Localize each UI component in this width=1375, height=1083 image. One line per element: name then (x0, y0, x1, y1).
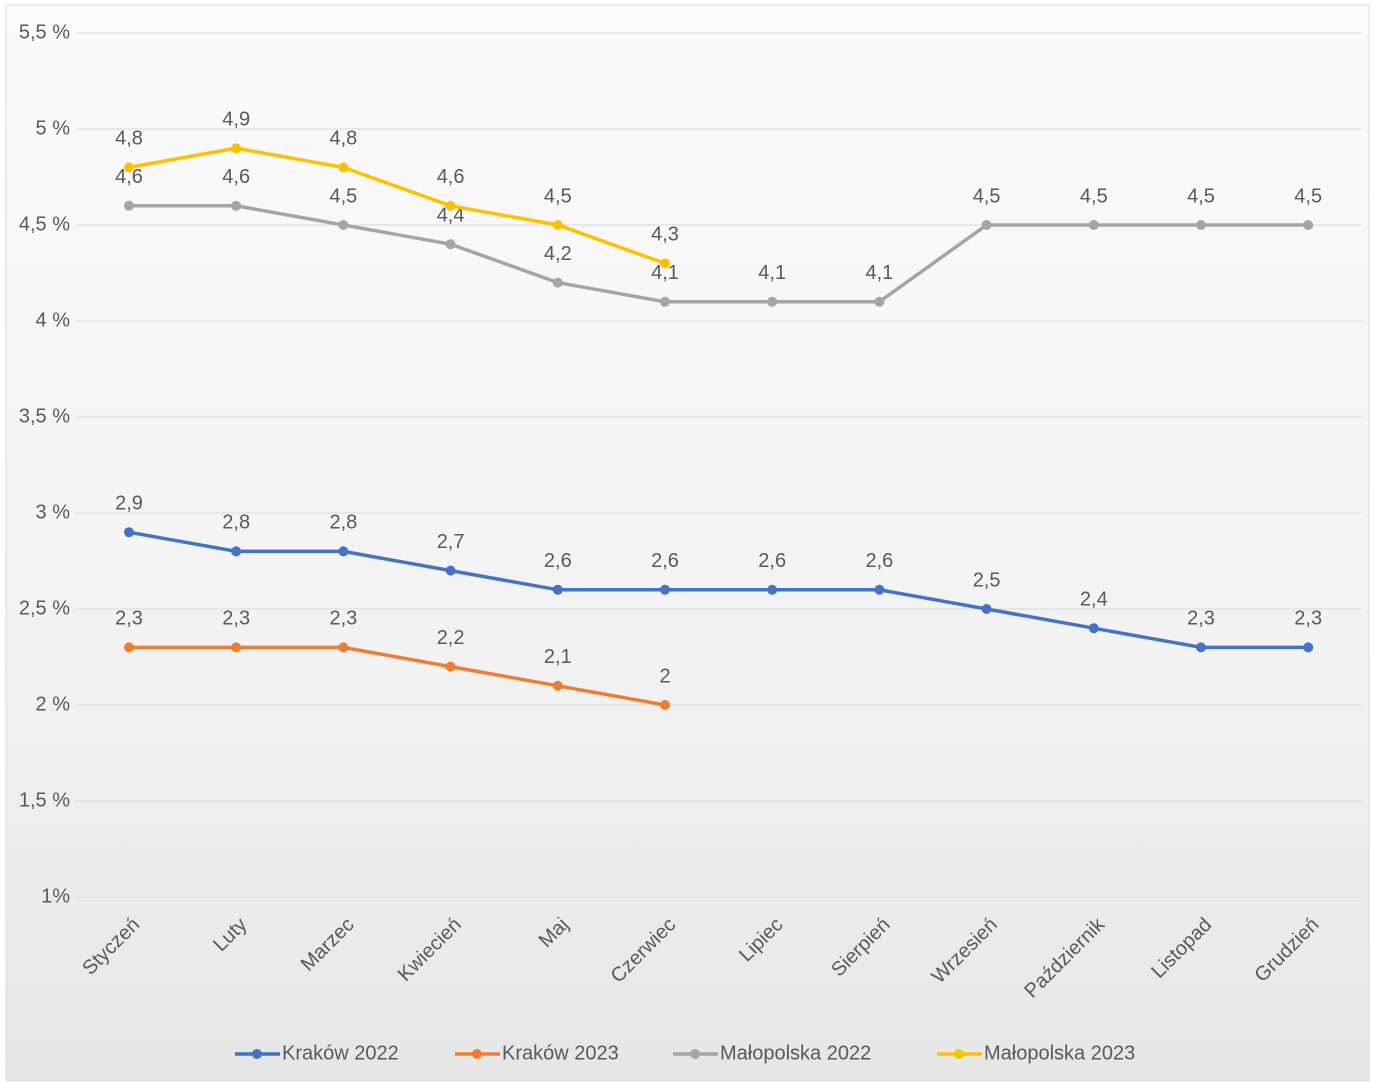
point (1196, 642, 1206, 653)
point (338, 642, 349, 653)
legend-label: Małopolska 2022 (720, 1042, 871, 1064)
point (338, 162, 349, 173)
point (874, 584, 885, 595)
data-label: 2,8 (222, 512, 250, 534)
legend-label: Kraków 2023 (502, 1042, 619, 1064)
data-label: 2,2 (437, 627, 465, 649)
data-label: 4,4 (437, 204, 465, 226)
legend-marker (690, 1049, 700, 1059)
legend-marker (954, 1049, 964, 1059)
point (1196, 220, 1206, 230)
data-label: 2,3 (329, 608, 357, 630)
point (445, 565, 456, 576)
data-label: 2,1 (544, 646, 572, 668)
point (445, 200, 456, 211)
point (1088, 623, 1099, 634)
point (981, 604, 992, 614)
series-line (128, 146, 666, 266)
y-tick-label: 1,5 % (19, 789, 70, 811)
y-tick-label: 3,5 % (19, 405, 70, 427)
data-label: 2,6 (651, 550, 679, 572)
point (660, 584, 670, 595)
point (1303, 220, 1314, 230)
data-label: 4,6 (115, 166, 143, 188)
legend-label: Małopolska 2023 (984, 1042, 1135, 1064)
data-label: 4,5 (1187, 185, 1215, 207)
data-label: 4,5 (973, 185, 1001, 207)
point (660, 700, 670, 710)
y-tick-label: 5,5 % (19, 21, 70, 43)
data-label: 4,2 (544, 243, 572, 265)
series-line (129, 204, 1309, 304)
point (981, 220, 992, 230)
y-tick-label: 5 % (36, 117, 71, 139)
data-label: 2,5 (973, 569, 1001, 591)
data-label: 2,7 (437, 531, 465, 553)
point (445, 239, 456, 250)
point (445, 661, 456, 672)
legend-marker (252, 1049, 262, 1059)
point (552, 584, 563, 595)
data-label: 2,3 (115, 608, 143, 630)
data-label: 4,5 (329, 185, 357, 207)
data-label: 2 (659, 665, 670, 687)
data-label: 4,1 (865, 262, 893, 284)
point (124, 527, 134, 538)
point (231, 200, 242, 211)
data-label: 2,8 (329, 512, 357, 534)
data-label: 4,8 (115, 128, 143, 150)
y-tick-label: 2 % (36, 693, 71, 715)
point (338, 546, 349, 557)
series-line (129, 645, 666, 707)
point (767, 584, 778, 595)
data-label: 2,6 (865, 550, 893, 572)
y-tick-label: 4,5 % (19, 213, 70, 235)
point (124, 642, 134, 653)
data-label: 4,8 (329, 128, 357, 150)
data-label: 2,6 (544, 550, 572, 572)
point (231, 143, 242, 154)
y-tick-label: 2,5 % (19, 597, 70, 619)
data-label: 4,5 (544, 185, 572, 207)
y-tick-label: 4 % (36, 309, 71, 331)
y-tick-label: 3 % (36, 501, 71, 523)
point (231, 546, 242, 557)
point (552, 277, 563, 288)
series-line (128, 530, 1309, 650)
y-tick-label: 1% (41, 885, 70, 907)
point (660, 296, 670, 307)
data-label: 2,6 (758, 550, 786, 572)
background (5, 4, 1370, 1082)
data-label: 4,5 (1080, 185, 1108, 207)
data-label: 4,6 (222, 166, 250, 188)
data-label: 4,3 (651, 224, 679, 246)
data-label: 2,9 (115, 492, 143, 514)
data-label: 2,3 (222, 608, 250, 630)
point (1303, 642, 1314, 653)
data-label: 4,6 (437, 166, 465, 188)
point (1088, 220, 1099, 230)
data-label: 4,1 (758, 262, 786, 284)
data-label: 2,3 (1294, 608, 1322, 630)
data-label: 2,3 (1187, 608, 1215, 630)
point (124, 200, 134, 211)
legend-label: Kraków 2022 (282, 1042, 399, 1064)
point (874, 296, 885, 307)
point (660, 258, 670, 269)
data-label: 4,9 (222, 108, 250, 130)
point (124, 162, 134, 173)
point (231, 642, 242, 653)
legend-marker (472, 1049, 482, 1059)
data-label: 4,1 (651, 262, 679, 284)
point (767, 296, 778, 307)
point (552, 220, 563, 230)
point (338, 220, 349, 230)
data-label: 2,4 (1080, 588, 1108, 610)
data-label: 4,5 (1294, 185, 1322, 207)
point (552, 680, 563, 691)
